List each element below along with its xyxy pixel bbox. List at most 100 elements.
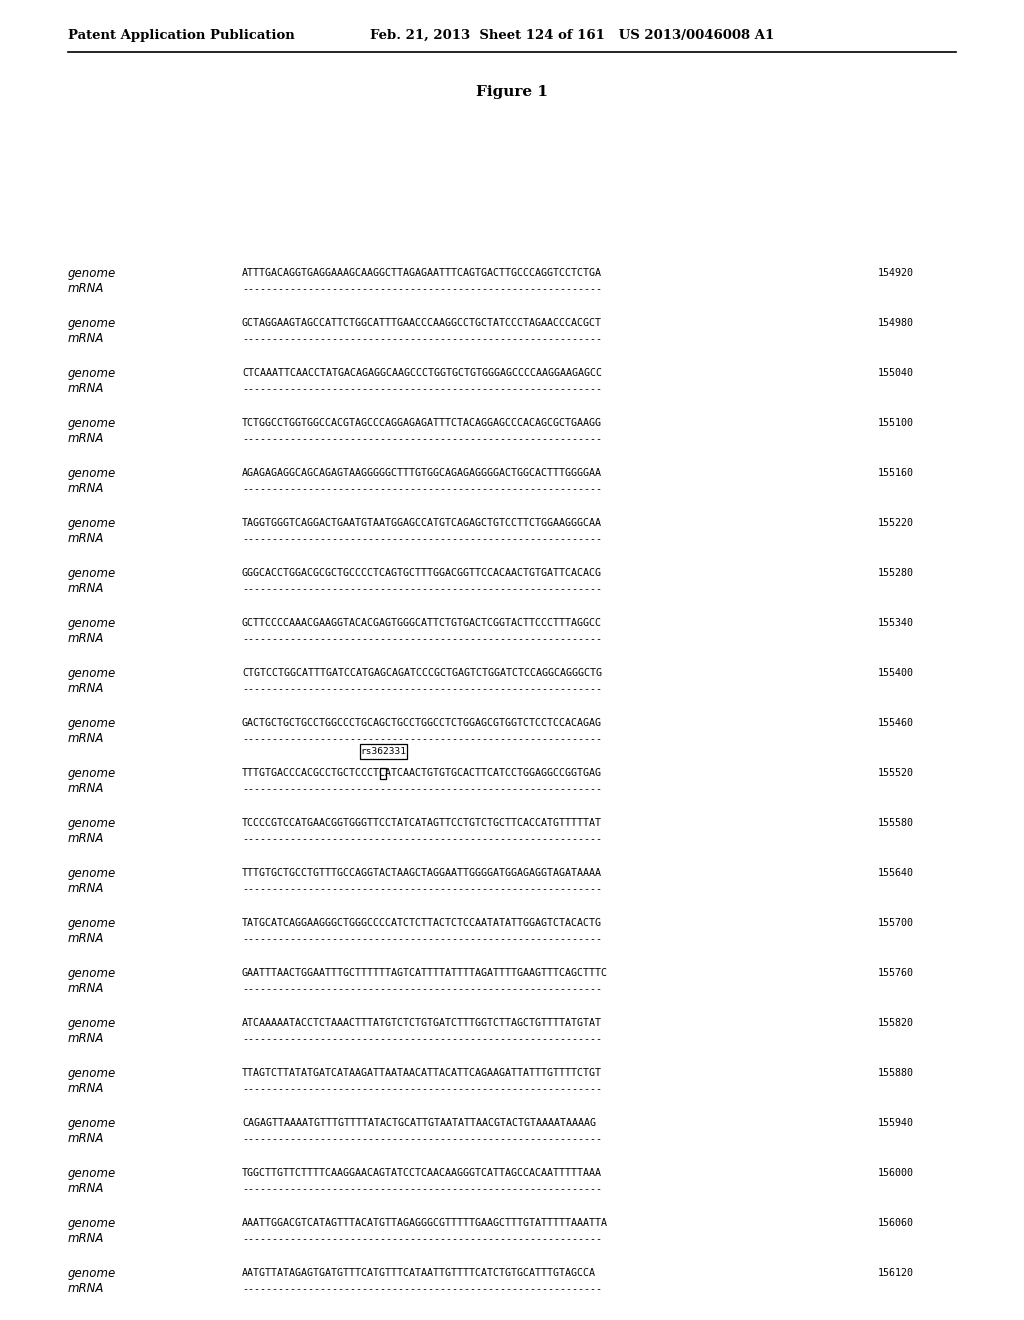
Text: genome: genome [68, 466, 117, 479]
Text: 155520: 155520 [878, 768, 914, 777]
Text: 154980: 154980 [878, 318, 914, 327]
Text: 156060: 156060 [878, 1218, 914, 1228]
Text: mRNA: mRNA [68, 483, 104, 495]
Text: ------------------------------------------------------------: ----------------------------------------… [242, 1184, 602, 1195]
Text: Feb. 21, 2013  Sheet 124 of 161   US 2013/0046008 A1: Feb. 21, 2013 Sheet 124 of 161 US 2013/0… [370, 29, 774, 41]
Text: genome: genome [68, 866, 117, 879]
Text: genome: genome [68, 667, 117, 680]
Text: genome: genome [68, 1217, 117, 1229]
Text: 155460: 155460 [878, 718, 914, 729]
Text: ------------------------------------------------------------: ----------------------------------------… [242, 784, 602, 795]
Text: mRNA: mRNA [68, 733, 104, 746]
Text: genome: genome [68, 717, 117, 730]
Text: TCCCCGTCCATGAACGGTGGGTTCCTATCATAGTTCCTGTCTGCTTCACCATGTTTTTAT: TCCCCGTCCATGAACGGTGGGTTCCTATCATAGTTCCTGT… [242, 818, 602, 828]
Text: ------------------------------------------------------------: ----------------------------------------… [242, 284, 602, 294]
Text: 156000: 156000 [878, 1168, 914, 1177]
Text: AGAGAGAGGCAGCAGAGTAAGGGGGCTTTGTGGCAGAGAGGGGACTGGCACTTTGGGGAA: AGAGAGAGGCAGCAGAGTAAGGGGGCTTTGTGGCAGAGAG… [242, 469, 602, 478]
Text: ------------------------------------------------------------: ----------------------------------------… [242, 583, 602, 594]
Text: genome: genome [68, 317, 117, 330]
Text: 155220: 155220 [878, 517, 914, 528]
Text: genome: genome [68, 516, 117, 529]
Text: 155880: 155880 [878, 1068, 914, 1078]
Text: ------------------------------------------------------------: ----------------------------------------… [242, 634, 602, 644]
Text: genome: genome [68, 767, 117, 780]
Text: CTGTCCTGGCATTTGATCCATGAGCAGATCCCGCTGAGTCTGGATCTCCAGGCAGGGCTG: CTGTCCTGGCATTTGATCCATGAGCAGATCCCGCTGAGTC… [242, 668, 602, 678]
Text: ------------------------------------------------------------: ----------------------------------------… [242, 1134, 602, 1144]
Text: mRNA: mRNA [68, 682, 104, 696]
Text: genome: genome [68, 417, 117, 429]
Text: mRNA: mRNA [68, 383, 104, 396]
Text: 156120: 156120 [878, 1269, 914, 1278]
Text: ------------------------------------------------------------: ----------------------------------------… [242, 1084, 602, 1094]
Text: GCTTCCCCAAACGAAGGTACACGAGTGGGCATTCTGTGACTCGGTACTTCCCTTTAGGCC: GCTTCCCCAAACGAAGGTACACGAGTGGGCATTCTGTGAC… [242, 618, 602, 628]
Text: ------------------------------------------------------------: ----------------------------------------… [242, 434, 602, 444]
FancyBboxPatch shape [359, 743, 407, 759]
Text: ------------------------------------------------------------: ----------------------------------------… [242, 384, 602, 393]
Text: ------------------------------------------------------------: ----------------------------------------… [242, 734, 602, 744]
Text: ------------------------------------------------------------: ----------------------------------------… [242, 684, 602, 694]
Text: ------------------------------------------------------------: ----------------------------------------… [242, 1234, 602, 1243]
Text: TATGCATCAGGAAGGGCTGGGCCCCATCTCTTACTCTCCAATATATTGGAGTCTACACTG: TATGCATCAGGAAGGGCTGGGCCCCATCTCTTACTCTCCA… [242, 917, 602, 928]
Text: 155280: 155280 [878, 568, 914, 578]
Text: mRNA: mRNA [68, 632, 104, 645]
Text: Patent Application Publication: Patent Application Publication [68, 29, 295, 41]
Text: mRNA: mRNA [68, 532, 104, 545]
Text: mRNA: mRNA [68, 282, 104, 296]
Text: GCTAGGAAGTAGCCATTCTGGCATTTGAACCCAAGGCCTGCTATCCCTAGAACCCACGCT: GCTAGGAAGTAGCCATTCTGGCATTTGAACCCAAGGCCTG… [242, 318, 602, 327]
Text: 155820: 155820 [878, 1018, 914, 1028]
Text: mRNA: mRNA [68, 982, 104, 995]
Text: 155340: 155340 [878, 618, 914, 628]
Text: genome: genome [68, 367, 117, 380]
Text: 155940: 155940 [878, 1118, 914, 1129]
Text: TTTGTGACCCACGCCTGCTCCCTCATCAACTGTGTGCACTTCATCCTGGAGGCCGGTGAG: TTTGTGACCCACGCCTGCTCCCTCATCAACTGTGTGCACT… [242, 768, 602, 777]
Text: mRNA: mRNA [68, 1133, 104, 1146]
Text: 155400: 155400 [878, 668, 914, 678]
Text: ------------------------------------------------------------: ----------------------------------------… [242, 1034, 602, 1044]
Text: genome: genome [68, 566, 117, 579]
Text: mRNA: mRNA [68, 783, 104, 796]
Text: ------------------------------------------------------------: ----------------------------------------… [242, 935, 602, 944]
Text: ------------------------------------------------------------: ----------------------------------------… [242, 983, 602, 994]
Text: TGGCTTGTTCTTTTCAAGGAACAGTATCCTCAACAAGGGTCATTAGCCACAATTTTTAAA: TGGCTTGTTCTTTTCAAGGAACAGTATCCTCAACAAGGGT… [242, 1168, 602, 1177]
Text: CTCAAATTCAACCTATGACAGAGGCAAGCCCTGGTGCTGTGGGAGCCCCAAGGAAGAGCC: CTCAAATTCAACCTATGACAGAGGCAAGCCCTGGTGCTGT… [242, 368, 602, 378]
Text: GAATTTAACTGGAATTTGCTTTTTTAGTCATTTTATTTTAGATTTTGAAGTTTCAGCTTTC: GAATTTAACTGGAATTTGCTTTTTTAGTCATTTTATTTTA… [242, 968, 608, 978]
Text: GGGCACCTGGACGCGCTGCCCCTCAGTGCTTTGGACGGTTCCACAACTGTGATTCACACG: GGGCACCTGGACGCGCTGCCCCTCAGTGCTTTGGACGGTT… [242, 568, 602, 578]
Text: mRNA: mRNA [68, 582, 104, 595]
Text: 155100: 155100 [878, 418, 914, 428]
Text: mRNA: mRNA [68, 1032, 104, 1045]
Text: TCTGGCCTGGTGGCCACGTAGCCCAGGAGAGATTTCTACAGGAGCCCACAGCGCTGAAGG: TCTGGCCTGGTGGCCACGTAGCCCAGGAGAGATTTCTACA… [242, 418, 602, 428]
Text: ------------------------------------------------------------: ----------------------------------------… [242, 535, 602, 544]
Text: ------------------------------------------------------------: ----------------------------------------… [242, 334, 602, 345]
Text: AAATTGGACGTCATAGTTTACATGTTAGAGGGCGTTTTTGAAGCTTTGTATTTTTAAATTA: AAATTGGACGTCATAGTTTACATGTTAGAGGGCGTTTTTG… [242, 1218, 608, 1228]
Text: 155580: 155580 [878, 818, 914, 828]
Text: AATGTTATAGAGTGATGTTTCATGTTTCATAATTGTTTTCATCTGTGCATTTGTAGCCA: AATGTTATAGAGTGATGTTTCATGTTTCATAATTGTTTTC… [242, 1269, 596, 1278]
Text: genome: genome [68, 616, 117, 630]
Text: ------------------------------------------------------------: ----------------------------------------… [242, 834, 602, 843]
Text: mRNA: mRNA [68, 1283, 104, 1295]
Text: 155700: 155700 [878, 917, 914, 928]
Text: rs362331: rs362331 [360, 747, 407, 755]
Text: GACTGCTGCTGCCTGGCCCTGCAGCTGCCTGGCCTCTGGAGCGTGGTCTCCTCCACAGAG: GACTGCTGCTGCCTGGCCCTGCAGCTGCCTGGCCTCTGGA… [242, 718, 602, 729]
Text: genome: genome [68, 916, 117, 929]
Text: mRNA: mRNA [68, 1233, 104, 1246]
Text: genome: genome [68, 267, 117, 280]
Text: ------------------------------------------------------------: ----------------------------------------… [242, 1284, 602, 1294]
Text: mRNA: mRNA [68, 1183, 104, 1196]
Text: ATTTGACAGGTGAGGAAAGCAAGGCTTAGAGAATTTCAGTGACTTGCCCAGGTCCTCTGA: ATTTGACAGGTGAGGAAAGCAAGGCTTAGAGAATTTCAGT… [242, 268, 602, 279]
Text: genome: genome [68, 1266, 117, 1279]
Text: genome: genome [68, 1067, 117, 1080]
Text: TAGGTGGGTCAGGACTGAATGTAATGGAGCCATGTCAGAGCTGTCCTTCTGGAAGGGCAA: TAGGTGGGTCAGGACTGAATGTAATGGAGCCATGTCAGAG… [242, 517, 602, 528]
Bar [380, 767, 386, 779]
Text: ATCAAAAATACCTCTAAACTTTATGTCTCTGTGATCTTTGGTCTTAGCTGTTTTATGTAT: ATCAAAAATACCTCTAAACTTTATGTCTCTGTGATCTTTG… [242, 1018, 602, 1028]
Text: mRNA: mRNA [68, 833, 104, 846]
Text: mRNA: mRNA [68, 333, 104, 346]
Text: 154920: 154920 [878, 268, 914, 279]
Text: mRNA: mRNA [68, 433, 104, 446]
Text: genome: genome [68, 1117, 117, 1130]
Text: genome: genome [68, 966, 117, 979]
Text: mRNA: mRNA [68, 883, 104, 895]
Text: mRNA: mRNA [68, 1082, 104, 1096]
Text: genome: genome [68, 817, 117, 829]
Text: genome: genome [68, 1167, 117, 1180]
Text: TTAGTCTTATATGATCATAAGATTAATAACATTACATTCAGAAGATTATTTGTTTTCTGT: TTAGTCTTATATGATCATAAGATTAATAACATTACATTCA… [242, 1068, 602, 1078]
